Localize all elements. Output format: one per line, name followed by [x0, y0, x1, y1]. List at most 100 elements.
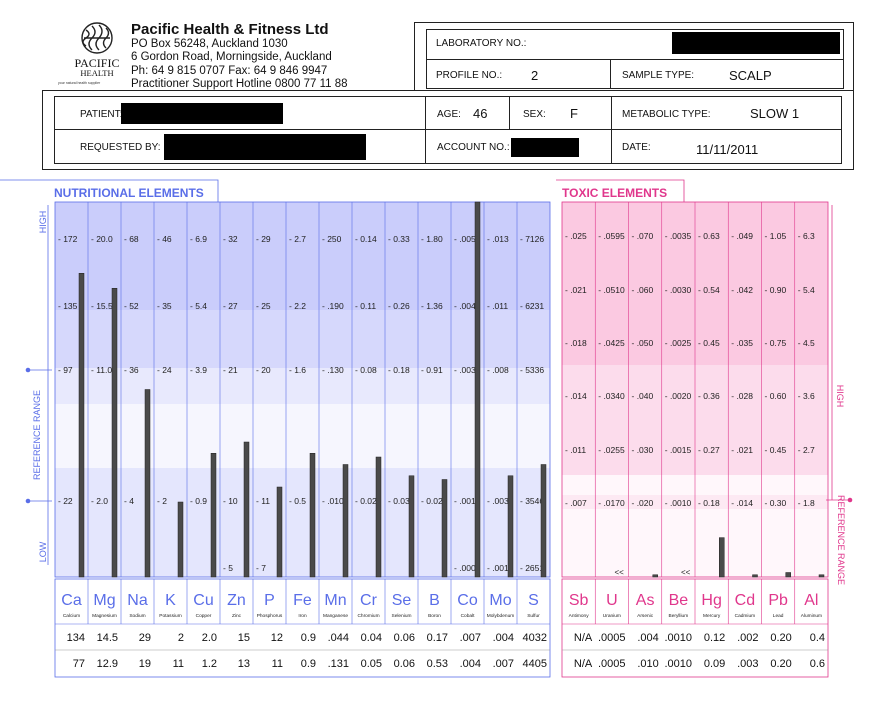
logo-text-top: PACIFIC	[75, 56, 120, 70]
element-name: Iron	[298, 613, 307, 619]
toxic-scale-label: - 0.75	[765, 338, 787, 348]
toxic-result-1: .0005	[598, 632, 626, 644]
toxic-scale-label: - 5.4	[798, 285, 815, 295]
toxic-scale-label: - .021	[731, 445, 753, 455]
scale-label: - 97	[58, 365, 73, 375]
toxic-result-2: .0010	[664, 658, 692, 670]
bar-b	[441, 479, 448, 578]
toxic-reference-dot	[847, 497, 853, 503]
toxic-result-2: .010	[637, 658, 658, 670]
scale-label: - 35	[157, 301, 172, 311]
bar-se	[408, 475, 415, 578]
scale-label: - 0.03	[388, 496, 410, 506]
toxic-result-1: .0010	[664, 632, 692, 644]
toxic-scale-label: - .025	[565, 231, 587, 241]
toxic-scale-label: - .035	[731, 338, 753, 348]
scale-label: - 29	[256, 234, 271, 244]
toxic-symbol-u: U	[606, 592, 618, 609]
toxic-symbol-pb: Pb	[768, 592, 788, 609]
result-1: 14.5	[97, 632, 118, 644]
metabolic-type-label: METABOLIC TYPE:	[622, 109, 711, 120]
toxic-result-1: N/A	[574, 632, 593, 644]
scale-label: - 22	[58, 496, 73, 506]
scale-label: - 46	[157, 234, 172, 244]
toxic-element-name: Lead	[773, 613, 784, 619]
element-name: Phosphorus	[257, 613, 283, 619]
toxic-scale-label: - .0030	[665, 285, 692, 295]
scale-label: - 36	[124, 365, 139, 375]
result-1: 29	[139, 632, 151, 644]
bar-k	[177, 501, 184, 578]
result-2: .131	[328, 658, 349, 670]
element-name: Chromium	[357, 613, 379, 619]
toxic-symbol-hg: Hg	[701, 592, 721, 609]
toxic-scale-label: - .0015	[665, 445, 692, 455]
scale-label: - 2.2	[289, 301, 306, 311]
bar-na	[144, 389, 151, 578]
scale-label-bottom: - .001	[487, 563, 509, 573]
date-label: DATE:	[622, 142, 651, 153]
symbol-s: S	[528, 592, 539, 609]
element-name: Copper	[196, 613, 212, 619]
toxic-symbol-al: Al	[804, 592, 818, 609]
toxic-scale-label: - 1.8	[798, 498, 815, 508]
result-2: 0.06	[394, 658, 415, 670]
scale-label: - 6.9	[190, 234, 207, 244]
symbol-zn: Zn	[227, 592, 246, 609]
toxic-scale-label: - .0340	[598, 391, 625, 401]
symbol-b: B	[429, 592, 440, 609]
reference-lower-dot	[25, 498, 31, 504]
logo-tagline: your natural health supplier	[58, 81, 101, 85]
scale-label: - .003	[454, 365, 476, 375]
sex-label: SEX:	[523, 109, 546, 120]
result-1: .004	[493, 632, 514, 644]
symbol-mg: Mg	[93, 592, 115, 609]
toxic-scale-label: - 2.7	[798, 445, 815, 455]
requested-by-label: REQUESTED BY:	[80, 142, 161, 153]
toxic-result-1: 0.20	[770, 632, 791, 644]
below-range-marker: <<	[681, 568, 691, 577]
scale-label: - 20	[256, 365, 271, 375]
toxic-scale-label: - .0035	[665, 231, 692, 241]
scale-label: - 0.02	[355, 496, 377, 506]
toxic-scale-label: - .007	[565, 498, 587, 508]
metabolic-type-value: SLOW 1	[750, 106, 800, 121]
symbol-fe: Fe	[293, 592, 312, 609]
toxic-element-name: Aluminum	[801, 613, 822, 619]
age-label: AGE:	[437, 109, 461, 120]
bar-mo	[507, 475, 514, 578]
element-name: Selenium	[392, 613, 412, 619]
toxic-result-2: 0.20	[770, 658, 791, 670]
bar-ca	[78, 273, 85, 578]
scale-label: - 20.0	[91, 234, 113, 244]
scale-label: - 10	[223, 496, 238, 506]
toxic-scale-label: - 0.27	[698, 445, 720, 455]
toxic-scale-label: - 0.36	[698, 391, 720, 401]
scale-label: - 135	[58, 301, 78, 311]
scale-label: - 32	[223, 234, 238, 244]
bar-mn	[342, 464, 349, 578]
scale-label: - 24	[157, 365, 172, 375]
result-2: .007	[493, 658, 514, 670]
result-2: 77	[73, 658, 85, 670]
toxic-result-1: .002	[737, 632, 758, 644]
address-line: PO Box 56248, Auckland 1030	[131, 38, 288, 50]
toxic-axis-label-high: HIGH	[835, 385, 845, 408]
scale-label: - 4	[124, 496, 134, 506]
toxic-scale-label: - 0.18	[698, 498, 720, 508]
bar-mg	[111, 288, 118, 578]
toxic-scale-label: - 0.90	[765, 285, 787, 295]
scale-label: - 172	[58, 234, 78, 244]
toxic-scale-label: - .040	[632, 391, 654, 401]
result-1: 2.0	[202, 632, 217, 644]
toxic-element-name: Uranium	[603, 613, 621, 619]
axis-label-high: HIGH	[38, 211, 48, 234]
toxic-symbol-be: Be	[669, 592, 689, 609]
scale-label: - 1.80	[421, 234, 443, 244]
result-2: 0.53	[427, 658, 448, 670]
element-name: Sodium	[129, 613, 145, 619]
symbol-cu: Cu	[193, 592, 213, 609]
address-line: 6 Gordon Road, Morningside, Auckland	[131, 51, 332, 64]
scale-label: - 0.5	[289, 496, 306, 506]
result-2: .004	[460, 658, 481, 670]
